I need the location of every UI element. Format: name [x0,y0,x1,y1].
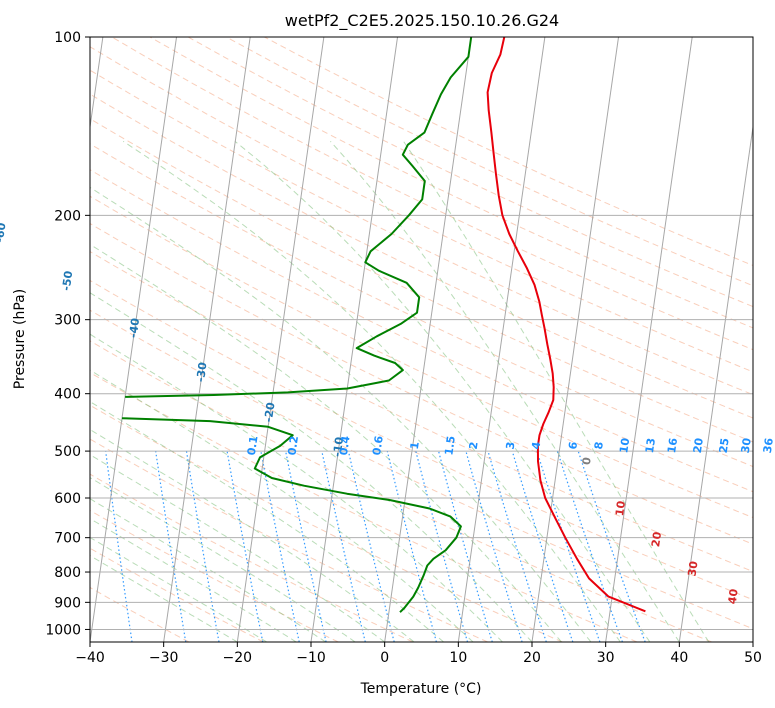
mixing-ratio-label: 25 [717,437,732,454]
isotherm-label: -40 [127,317,143,339]
chart-title: wetPf2_C2E5.2025.150.10.26.G24 [285,11,559,31]
isotherm-label: -10 [331,436,347,458]
isotherm-line [605,37,693,642]
isotherm-line [384,37,472,642]
isotherm-line [457,37,546,642]
isotherm-line [236,37,325,642]
isotherm-line [531,37,620,642]
dry-adiabat [90,547,264,642]
dry-adiabat [90,340,712,642]
mixing-ratio-label: 13 [643,437,658,454]
isotherm-line [90,37,178,642]
y-axis-ticks: 100 200 300 400 500 600 700 800 900 1000 [45,30,90,638]
dry-adiabat [90,169,753,493]
mixing-ratio-line [577,450,646,642]
mixing-ratio-line [487,450,547,642]
dry-adiabat [90,309,753,630]
freezing-label: 0 [580,456,594,466]
isotherm-line [678,123,753,642]
mixing-ratio-label: 1 [408,441,422,450]
mixing-ratio-label: 0.2 [285,435,301,456]
dry-adiabat [90,69,753,396]
x-tick-label: 50 [744,650,762,666]
mixing-ratio-line [415,450,469,642]
isotherm-line [163,37,251,642]
y-tick-label: 400 [54,387,81,403]
y-tick-label: 800 [54,565,81,581]
x-tick-label: 20 [523,650,541,666]
x-tick-label: −10 [296,650,326,666]
mixing-ratio-label: 0.6 [370,435,386,456]
plot-frame [89,36,754,643]
warm-line-label: 10 [613,500,628,517]
x-axis-label: Temperature (°C) [360,681,482,697]
mixing-ratio-line [465,450,523,642]
mixing-ratio-line [386,450,437,642]
mixing-ratio-line [155,451,187,642]
dry-adiabat [90,279,753,601]
mixing-ratio-line [226,450,264,642]
dry-adiabat [149,37,753,329]
mixing-ratio-label: 36 [761,437,775,454]
mixing-ratio-label: 8 [592,441,606,450]
y-tick-label: 900 [54,595,81,611]
isotherm-label: -50 [60,270,76,292]
isotherm-line [310,37,399,642]
x-tick-label: −40 [75,650,105,666]
mixing-ratio-label: 16 [665,437,680,454]
x-tick-label: 30 [597,650,615,666]
mixing-ratio-line [511,450,574,642]
warm-line-label: 20 [649,531,664,548]
x-tick-label: −30 [149,650,179,666]
dry-adiabat [90,404,563,642]
x-axis-ticks: −40 −30 −20 −10 0 10 20 30 40 50 [75,642,762,666]
y-tick-label: 1000 [45,622,81,638]
mixing-ratio-label: 4 [529,441,543,451]
mixing-ratio-label: 20 [691,437,706,454]
dry-adiabat [90,195,753,519]
mixing-ratio-line [321,450,366,642]
mixing-ratio-line [285,450,327,642]
x-tick-label: 0 [380,650,389,666]
line-annotations: -100-90-80-70-60-50-40-30-20-100.10.20.4… [0,222,775,605]
mixing-ratio-label: 1.5 [442,435,458,456]
y-tick-label: 300 [54,313,81,329]
mixing-ratio-label: 2 [467,441,481,450]
mixing-ratio-label: 10 [617,437,632,454]
dry-adiabat [90,509,339,642]
dry-adiabat [90,222,753,545]
mixing-ratio-label: 6 [566,441,580,451]
pressure-gridlines [90,37,753,630]
y-tick-label: 100 [54,30,81,46]
warm-line-label: 30 [685,560,700,577]
isotherm-label: -30 [194,361,210,383]
mixing-ratio-label: 30 [739,437,754,454]
x-tick-label: 10 [449,650,467,666]
x-tick-label: −20 [223,650,253,666]
isotherm-label: -60 [0,222,9,244]
mixing-ratio-label: 3 [504,441,518,450]
mixing-ratio-line [260,450,300,642]
mixing-ratio-line [536,450,601,642]
isotherm-label: -20 [262,401,278,423]
dry-adiabat [90,143,753,468]
y-tick-label: 600 [54,491,81,507]
y-tick-label: 700 [54,531,81,547]
warm-line-label: 40 [726,588,741,605]
mixing-ratio-line [556,450,623,642]
x-tick-label: 40 [670,650,688,666]
profile-line-3 [125,37,473,398]
mixing-ratio-label: 0.1 [245,435,261,456]
y-axis-label: Pressure (hPa) [12,289,28,389]
profile-line-1 [486,37,646,613]
profile-line-2 [121,417,462,613]
mixing-ratio-label: 0.4 [337,435,353,456]
y-tick-label: 500 [54,444,81,460]
y-tick-label: 200 [54,208,81,224]
profile-series [121,37,646,613]
